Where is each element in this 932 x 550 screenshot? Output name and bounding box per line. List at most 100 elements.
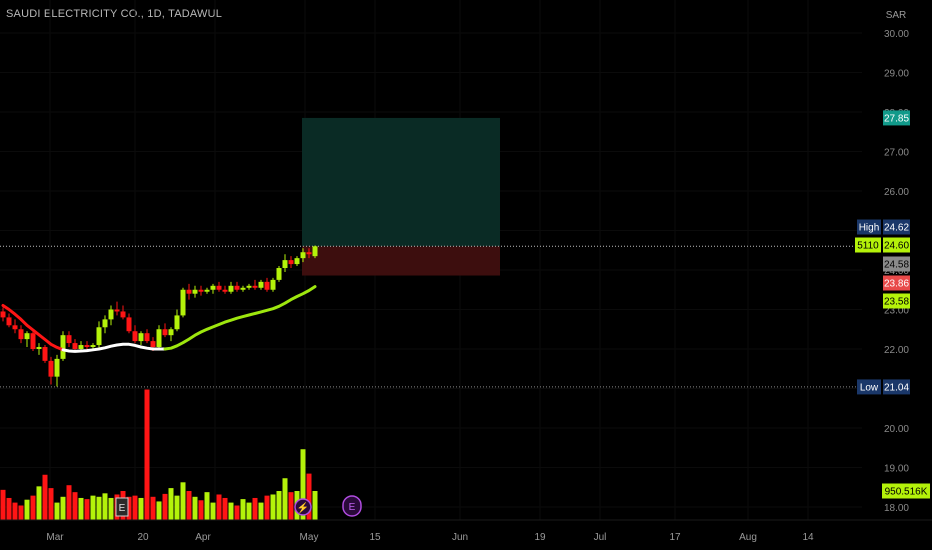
candle-body bbox=[186, 289, 192, 294]
volume-bar bbox=[150, 496, 156, 520]
candle-body bbox=[90, 345, 96, 348]
candles bbox=[0, 245, 318, 387]
candle-body bbox=[294, 258, 300, 265]
volume-bar bbox=[246, 502, 252, 520]
volume-bars bbox=[0, 389, 318, 520]
high-label-badge-bg bbox=[857, 219, 881, 235]
last-volume-tag: 5110 bbox=[857, 241, 879, 252]
price-tick-label: 19.00 bbox=[884, 464, 909, 475]
candle-body bbox=[246, 285, 252, 288]
stop-price-badge: 23.86 bbox=[884, 279, 909, 290]
volume-bar bbox=[222, 497, 228, 520]
price-tick-label: 27.00 bbox=[884, 148, 909, 159]
svg-text:E: E bbox=[119, 503, 126, 514]
candle-body bbox=[96, 327, 102, 346]
volume-bar bbox=[216, 494, 222, 520]
candle-body bbox=[30, 333, 36, 349]
time-tick-label: 14 bbox=[802, 532, 814, 543]
candle-body bbox=[36, 347, 42, 349]
volume-bar bbox=[252, 497, 258, 520]
high-label-badge: High bbox=[859, 223, 880, 234]
volume-bar bbox=[18, 505, 24, 520]
stop-price-badge-bg bbox=[883, 275, 910, 291]
volume-bar bbox=[168, 488, 174, 520]
volume-bar bbox=[42, 474, 48, 520]
time-tick-label: Jul bbox=[594, 532, 607, 543]
volume-bar bbox=[180, 482, 186, 520]
target-price-badge-bg bbox=[883, 110, 910, 126]
last-price-badge: 24.60 bbox=[884, 241, 909, 252]
moving-average bbox=[1, 285, 317, 353]
candle-body bbox=[84, 345, 90, 348]
high-value-badge-bg bbox=[883, 219, 910, 235]
candle-body bbox=[222, 289, 228, 292]
candle-body bbox=[0, 311, 6, 318]
candle-body bbox=[48, 360, 54, 377]
moving-average-line bbox=[61, 342, 167, 353]
price-axis-labels: 27.85 High 24.62 5110 24.60 24.58 23.86 23.58 Lo… bbox=[855, 110, 930, 499]
symbol-title: SAUDI ELECTRICITY CO., 1D, TADAWUL bbox=[6, 8, 223, 20]
candle-body bbox=[78, 345, 84, 349]
high-value-badge: 24.62 bbox=[884, 223, 909, 234]
earnings-icon: E bbox=[342, 495, 362, 517]
low-value-badge: 21.04 bbox=[884, 382, 909, 393]
candle-body bbox=[216, 285, 222, 290]
earnings-icon: E bbox=[115, 497, 129, 517]
time-tick-label: Aug bbox=[739, 532, 757, 543]
candle-body bbox=[198, 289, 204, 292]
time-axis-background bbox=[0, 520, 932, 550]
price-tick-label: 29.00 bbox=[884, 69, 909, 80]
price-axis[interactable]: SAR30.0029.0028.0027.0026.0025.0024.0023… bbox=[862, 0, 932, 550]
candle-body bbox=[114, 309, 120, 312]
volume-bar bbox=[204, 492, 210, 520]
volume-bar bbox=[306, 473, 312, 520]
volume-bar bbox=[258, 502, 264, 520]
price-tick-label: 26.00 bbox=[884, 187, 909, 198]
volume-bar bbox=[240, 499, 246, 520]
candle-body bbox=[66, 335, 72, 344]
candle-body bbox=[234, 285, 240, 290]
candle-body bbox=[300, 252, 306, 259]
time-tick-label: 19 bbox=[534, 532, 546, 543]
price-tick-label: 18.00 bbox=[884, 503, 909, 514]
price-tick-label: 20.00 bbox=[884, 424, 909, 435]
moving-average-line bbox=[1, 304, 65, 352]
volume-bar bbox=[270, 494, 276, 520]
volume-bar bbox=[102, 493, 108, 520]
target-zone bbox=[302, 117, 500, 247]
moving-average-line bbox=[163, 285, 317, 351]
candle-body bbox=[150, 341, 156, 348]
time-axis[interactable]: Mar 20 Apr May 15 Jun 19 Jul 17 Aug 14 bbox=[0, 519, 932, 550]
low-label-badge: Low bbox=[860, 382, 879, 393]
volume-bar bbox=[300, 449, 306, 520]
volume-bar bbox=[12, 502, 18, 520]
svg-text:E: E bbox=[349, 502, 356, 513]
volume-bar bbox=[282, 478, 288, 520]
svg-text:⚡: ⚡ bbox=[297, 501, 309, 514]
candle-body bbox=[288, 260, 294, 265]
candle-body bbox=[228, 285, 234, 292]
trade-position-tool[interactable] bbox=[302, 117, 500, 276]
volume-bar bbox=[192, 496, 198, 520]
candle-body bbox=[240, 287, 246, 290]
candle-body bbox=[276, 268, 282, 280]
last-volume-tag-bg bbox=[855, 237, 881, 253]
currency-label: SAR bbox=[886, 10, 907, 21]
low-value-badge-bg bbox=[883, 379, 910, 395]
time-tick-label: May bbox=[300, 532, 319, 543]
candle-body bbox=[204, 289, 210, 292]
candle-body bbox=[252, 285, 258, 288]
candle-body bbox=[138, 333, 144, 342]
volume-bar bbox=[60, 496, 66, 520]
event-icons[interactable]: E ⚡ E bbox=[115, 495, 362, 517]
volume-bar bbox=[84, 499, 90, 520]
volume-bar bbox=[108, 497, 114, 520]
volume-bar bbox=[138, 497, 144, 520]
volume-bar bbox=[186, 491, 192, 520]
stop-zone bbox=[302, 246, 500, 276]
candle-body bbox=[162, 329, 168, 336]
volume-bar bbox=[0, 489, 6, 520]
candle-body bbox=[264, 281, 270, 290]
last-price-badge-bg bbox=[883, 237, 910, 253]
